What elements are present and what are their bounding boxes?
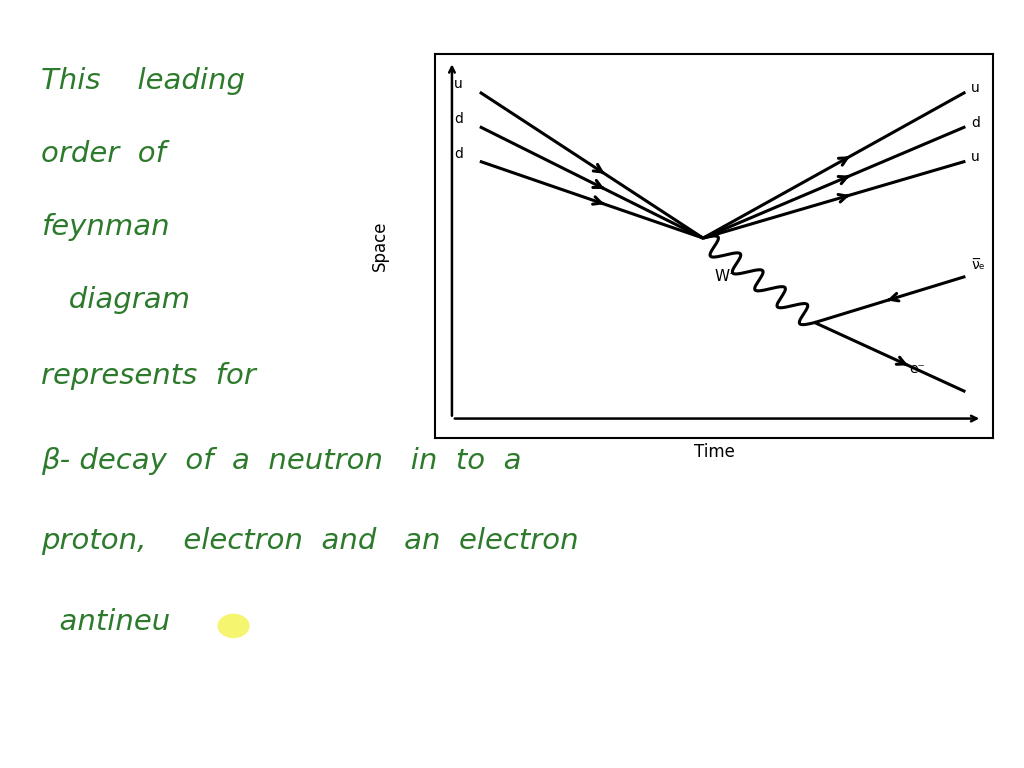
Circle shape <box>218 614 249 637</box>
Text: u: u <box>971 81 980 95</box>
Text: u: u <box>971 151 980 164</box>
Text: represents  for: represents for <box>41 362 256 390</box>
Text: W⁻: W⁻ <box>715 269 737 284</box>
Text: proton,    electron  and   an  electron: proton, electron and an electron <box>41 528 579 555</box>
Text: d: d <box>455 112 463 126</box>
Text: e⁻: e⁻ <box>909 362 926 376</box>
Text: d: d <box>971 116 980 130</box>
Text: feynman: feynman <box>41 213 170 240</box>
Text: β- decay  of  a  neutron   in  to  a: β- decay of a neutron in to a <box>41 447 521 475</box>
Text: ν̅ₑ: ν̅ₑ <box>971 258 985 272</box>
Text: d: d <box>455 147 463 161</box>
Text: Space: Space <box>371 220 388 271</box>
X-axis label: Time: Time <box>694 443 734 462</box>
Text: This    leading: This leading <box>41 67 245 94</box>
Text: antineu: antineu <box>41 608 170 636</box>
Text: order  of: order of <box>41 140 166 167</box>
Text: diagram: diagram <box>41 286 190 313</box>
Text: u: u <box>455 78 463 91</box>
